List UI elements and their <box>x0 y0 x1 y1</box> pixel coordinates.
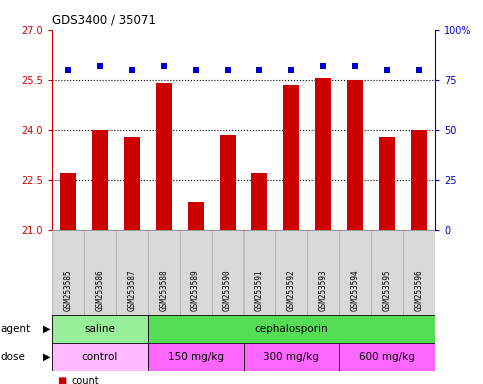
Text: GSM253587: GSM253587 <box>128 269 136 311</box>
Bar <box>52 315 148 343</box>
Bar <box>339 343 435 371</box>
Point <box>256 67 263 73</box>
Point <box>224 67 231 73</box>
Bar <box>52 230 84 315</box>
Text: GDS3400 / 35071: GDS3400 / 35071 <box>52 13 156 26</box>
Text: GSM253588: GSM253588 <box>159 269 168 311</box>
Bar <box>148 343 243 371</box>
Bar <box>116 230 148 315</box>
Bar <box>148 230 180 315</box>
Text: ■: ■ <box>57 376 66 384</box>
Bar <box>379 137 395 230</box>
Bar <box>188 202 204 230</box>
Text: GSM253593: GSM253593 <box>319 269 328 311</box>
Point <box>160 63 168 69</box>
Point <box>384 67 391 73</box>
Text: GSM253586: GSM253586 <box>95 269 104 311</box>
Text: GSM253594: GSM253594 <box>351 269 360 311</box>
Text: 300 mg/kg: 300 mg/kg <box>263 352 319 362</box>
Text: control: control <box>82 352 118 362</box>
Bar <box>220 135 236 230</box>
Text: GSM253590: GSM253590 <box>223 269 232 311</box>
Bar <box>347 80 363 230</box>
Bar <box>212 230 243 315</box>
Bar <box>243 230 275 315</box>
Point <box>319 63 327 69</box>
Bar <box>60 173 76 230</box>
Bar <box>92 130 108 230</box>
Bar <box>403 230 435 315</box>
Point <box>351 63 359 69</box>
Bar <box>52 343 148 371</box>
Text: GSM253589: GSM253589 <box>191 269 200 311</box>
Bar <box>275 230 307 315</box>
Text: GSM253592: GSM253592 <box>287 269 296 311</box>
Text: ▶: ▶ <box>43 352 50 362</box>
Point <box>192 67 199 73</box>
Bar <box>315 78 331 230</box>
Bar <box>124 137 140 230</box>
Text: 150 mg/kg: 150 mg/kg <box>168 352 224 362</box>
Bar <box>252 173 268 230</box>
Text: saline: saline <box>85 324 115 334</box>
Bar <box>148 315 435 343</box>
Text: GSM253595: GSM253595 <box>383 269 392 311</box>
Point <box>128 67 136 73</box>
Text: cephalosporin: cephalosporin <box>255 324 328 334</box>
Point <box>287 67 295 73</box>
Bar <box>243 343 339 371</box>
Bar <box>84 230 116 315</box>
Text: GSM253585: GSM253585 <box>63 269 72 311</box>
Bar <box>156 83 171 230</box>
Point <box>96 63 104 69</box>
Bar <box>307 230 339 315</box>
Text: count: count <box>71 376 99 384</box>
Bar <box>371 230 403 315</box>
Text: GSM253591: GSM253591 <box>255 269 264 311</box>
Text: agent: agent <box>0 324 30 334</box>
Text: 600 mg/kg: 600 mg/kg <box>359 352 415 362</box>
Bar <box>284 85 299 230</box>
Point <box>415 67 423 73</box>
Text: ▶: ▶ <box>43 324 50 334</box>
Text: GSM253596: GSM253596 <box>414 269 424 311</box>
Text: dose: dose <box>0 352 25 362</box>
Bar <box>180 230 212 315</box>
Bar <box>411 130 427 230</box>
Bar <box>339 230 371 315</box>
Point <box>64 67 72 73</box>
